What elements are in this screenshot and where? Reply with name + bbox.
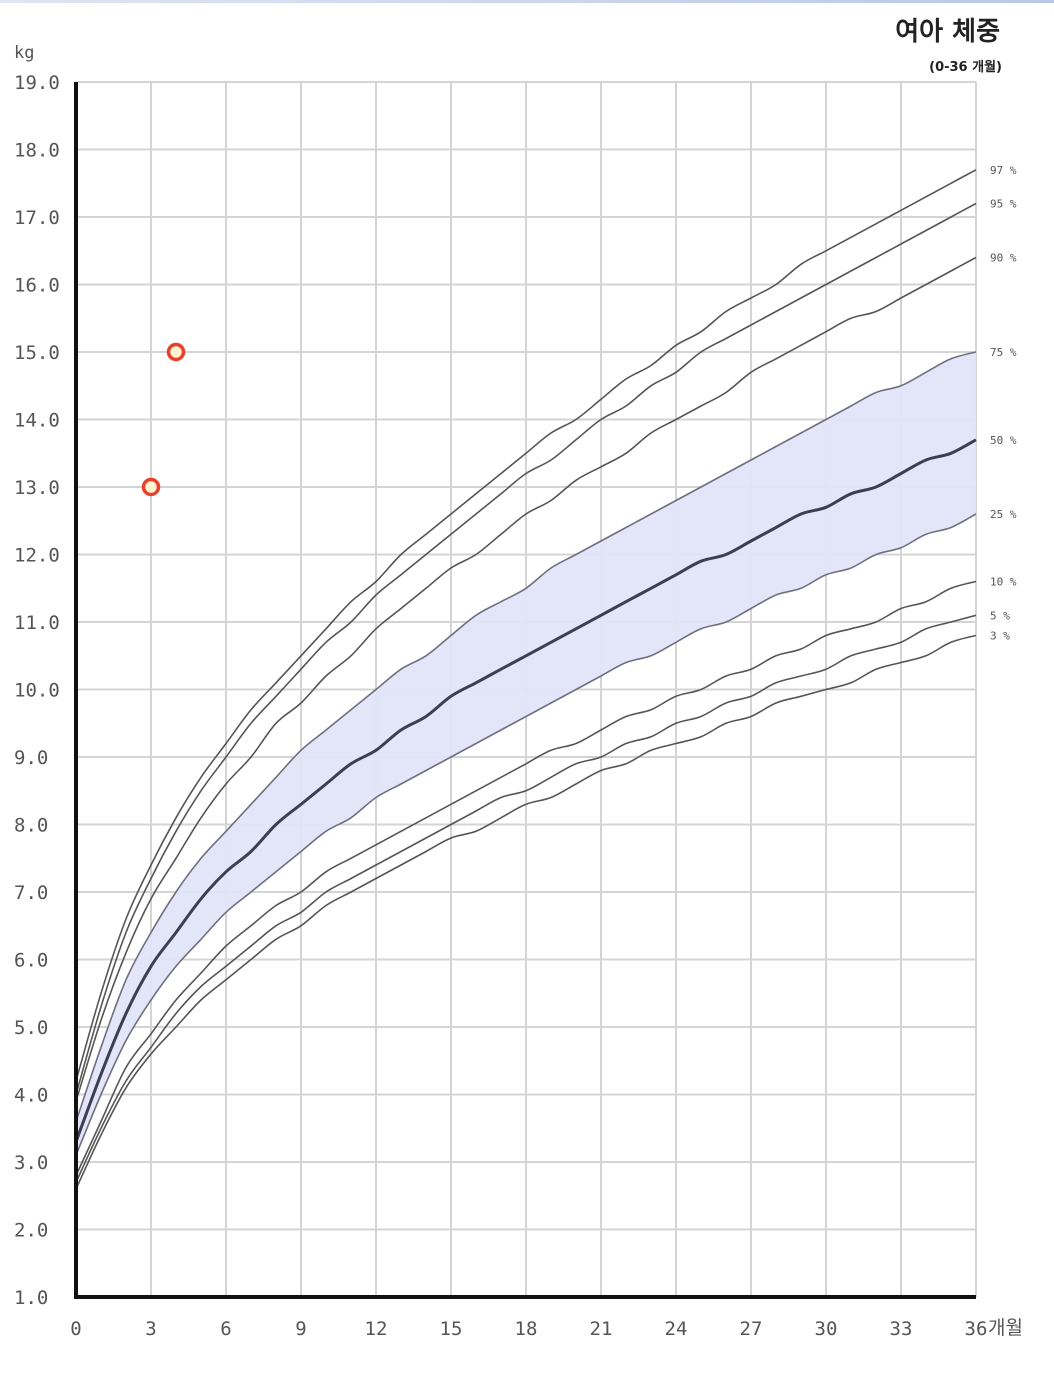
y-tick-label: 10.0 [14,680,60,702]
x-axis-unit: 개월 [988,1317,1023,1339]
y-tick-label: 19.0 [14,72,60,94]
percentile-label: 3 % [990,630,1010,643]
x-tick-label: 9 [295,1318,306,1340]
percentile-band [76,352,976,1156]
x-tick-label: 3 [145,1318,156,1340]
percentile-curve [75,202,977,1095]
percentile-label: 95 % [990,198,1017,211]
axes [74,82,976,1299]
x-tick-label: 27 [740,1318,763,1340]
x-tick-labels: 0 3 6 9 12 15 18 21 24 27 30 33 36 [70,1318,987,1340]
percentile-label: 5 % [990,609,1010,622]
y-axis-unit: kg [14,43,34,63]
percentile-labels: 97 % 95 % 90 % 75 % 50 % 25 % 10 % 5 % 3 % [990,164,1017,643]
y-tick-label: 17.0 [14,207,60,229]
percentile-curve [74,438,977,1143]
measurement-point[interactable] [166,342,186,362]
y-tick-label: 3.0 [14,1152,48,1174]
x-tick-label: 15 [440,1318,463,1340]
y-tick-label: 15.0 [14,342,60,364]
y-tick-label: 16.0 [14,275,60,297]
x-tick-label: 36 [965,1318,988,1340]
percentile-label: 50 % [990,434,1017,447]
x-tick-label: 18 [515,1318,538,1340]
percentile-curve [75,513,977,1156]
percentile-label: 75 % [990,346,1017,359]
y-tick-label: 13.0 [14,477,60,499]
y-tick-label: 8.0 [14,815,48,837]
y-tick-label: 9.0 [14,747,48,769]
percentile-curve [75,634,977,1190]
percentile-curves [74,169,977,1190]
percentile-curve [75,256,977,1102]
chart-subtitle: (0-36 개월) [929,59,1002,75]
y-tick-label: 7.0 [14,882,48,904]
y-tick-label: 11.0 [14,612,60,634]
percentile-curve [75,169,977,1082]
percentile-curve [75,614,977,1183]
measurement-points [141,342,186,497]
percentile-label: 90 % [990,252,1017,265]
y-tick-label: 4.0 [14,1085,48,1107]
percentile-curve [75,580,977,1176]
y-tick-labels: 1.0 2.0 3.0 4.0 5.0 6.0 7.0 8.0 9.0 10.0 11.0 12.0 1… [14,72,60,1309]
percentile-curve [75,351,977,1122]
x-tick-label: 24 [665,1318,688,1340]
y-tick-label: 12.0 [14,545,60,567]
top-divider [0,0,1054,3]
percentile-label: 25 % [990,508,1017,521]
x-tick-label: 0 [70,1318,81,1340]
y-tick-label: 1.0 [14,1287,48,1309]
y-tick-label: 2.0 [14,1220,48,1242]
percentile-band-area [76,352,976,1156]
y-tick-label: 5.0 [14,1017,48,1039]
x-tick-label: 12 [365,1318,388,1340]
x-tick-label: 30 [815,1318,838,1340]
measurement-point[interactable] [141,477,161,497]
chart-title: 여아 체중 [895,17,1000,47]
y-tick-label: 14.0 [14,410,60,432]
x-tick-label: 6 [220,1318,231,1340]
y-tick-label: 18.0 [14,140,60,162]
y-tick-label: 6.0 [14,950,48,972]
percentile-label: 10 % [990,576,1017,589]
x-tick-label: 21 [590,1318,613,1340]
percentile-label: 97 % [990,164,1017,177]
x-tick-label: 33 [890,1318,913,1340]
